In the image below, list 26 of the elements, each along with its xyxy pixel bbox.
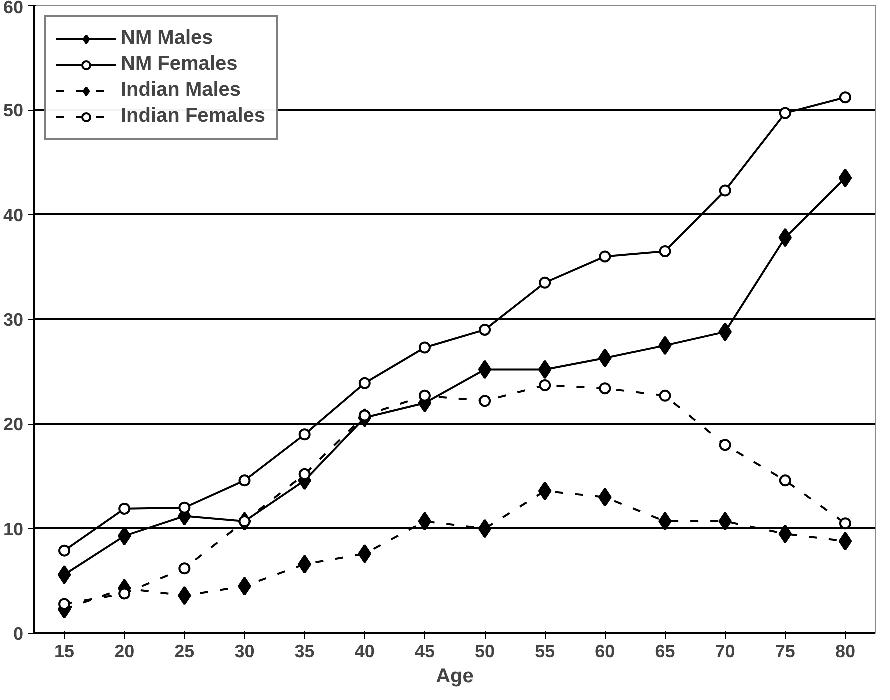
legend-label: Indian Females <box>121 105 266 128</box>
legend-label: Indian Males <box>121 79 242 102</box>
x-tick-label: 50 <box>475 642 496 662</box>
x-tick-label: 20 <box>114 642 135 662</box>
x-tick-label: 15 <box>54 642 75 662</box>
x-tick-label: 30 <box>234 642 255 662</box>
legend-label: NM Females <box>121 53 238 76</box>
x-tick-label: 70 <box>715 642 736 662</box>
y-tick-label: 0 <box>13 624 24 644</box>
y-tick-label: 20 <box>3 414 24 435</box>
x-tick-label: 65 <box>655 642 676 662</box>
x-tick-label: 80 <box>835 642 856 662</box>
x-tick-label: 40 <box>354 642 375 662</box>
x-tick-label: 35 <box>294 642 315 662</box>
x-axis-title: Age <box>436 666 474 688</box>
x-tick-label: 60 <box>595 642 616 662</box>
y-tick-label: 50 <box>3 100 24 121</box>
x-tick-label: 45 <box>414 642 435 662</box>
y-tick-label: 60 <box>3 0 24 18</box>
legend-label: NM Males <box>121 27 214 50</box>
x-tick-label: 75 <box>775 642 796 662</box>
y-tick-label: 40 <box>3 205 24 226</box>
y-tick-label: 10 <box>3 519 24 540</box>
x-tick-label: 55 <box>535 642 556 662</box>
y-tick-label: 30 <box>3 310 24 330</box>
x-tick-label: 25 <box>174 642 195 662</box>
